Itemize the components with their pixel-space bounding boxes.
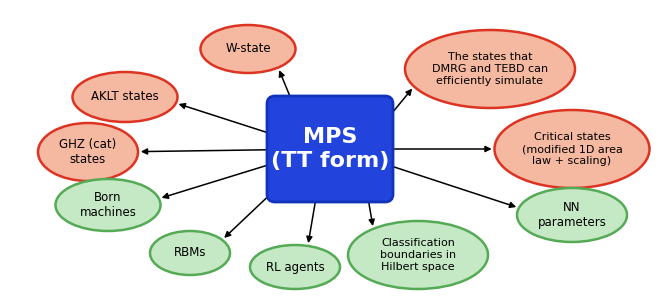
Ellipse shape (73, 72, 178, 122)
Text: RL agents: RL agents (265, 260, 324, 274)
Text: Born
machines: Born machines (80, 191, 137, 219)
Ellipse shape (405, 30, 575, 108)
Text: MPS
(TT form): MPS (TT form) (271, 127, 389, 170)
Ellipse shape (348, 221, 488, 289)
Text: NN
parameters: NN parameters (537, 201, 607, 229)
Text: Classification
boundaries in
Hilbert space: Classification boundaries in Hilbert spa… (380, 238, 456, 271)
Text: W-state: W-state (225, 42, 271, 56)
Text: The states that
DMRG and TEBD can
efficiently simulate: The states that DMRG and TEBD can effici… (432, 52, 548, 86)
Ellipse shape (250, 245, 340, 289)
Ellipse shape (201, 25, 296, 73)
Ellipse shape (55, 179, 160, 231)
Ellipse shape (150, 231, 230, 275)
Text: Critical states
(modified 1D area
law + scaling): Critical states (modified 1D area law + … (521, 132, 622, 166)
Ellipse shape (517, 188, 627, 242)
Ellipse shape (494, 110, 649, 188)
Ellipse shape (38, 123, 138, 181)
Text: GHZ (cat)
states: GHZ (cat) states (59, 138, 117, 166)
FancyBboxPatch shape (267, 96, 393, 202)
Text: RBMs: RBMs (174, 247, 206, 260)
Text: AKLT states: AKLT states (91, 91, 159, 103)
